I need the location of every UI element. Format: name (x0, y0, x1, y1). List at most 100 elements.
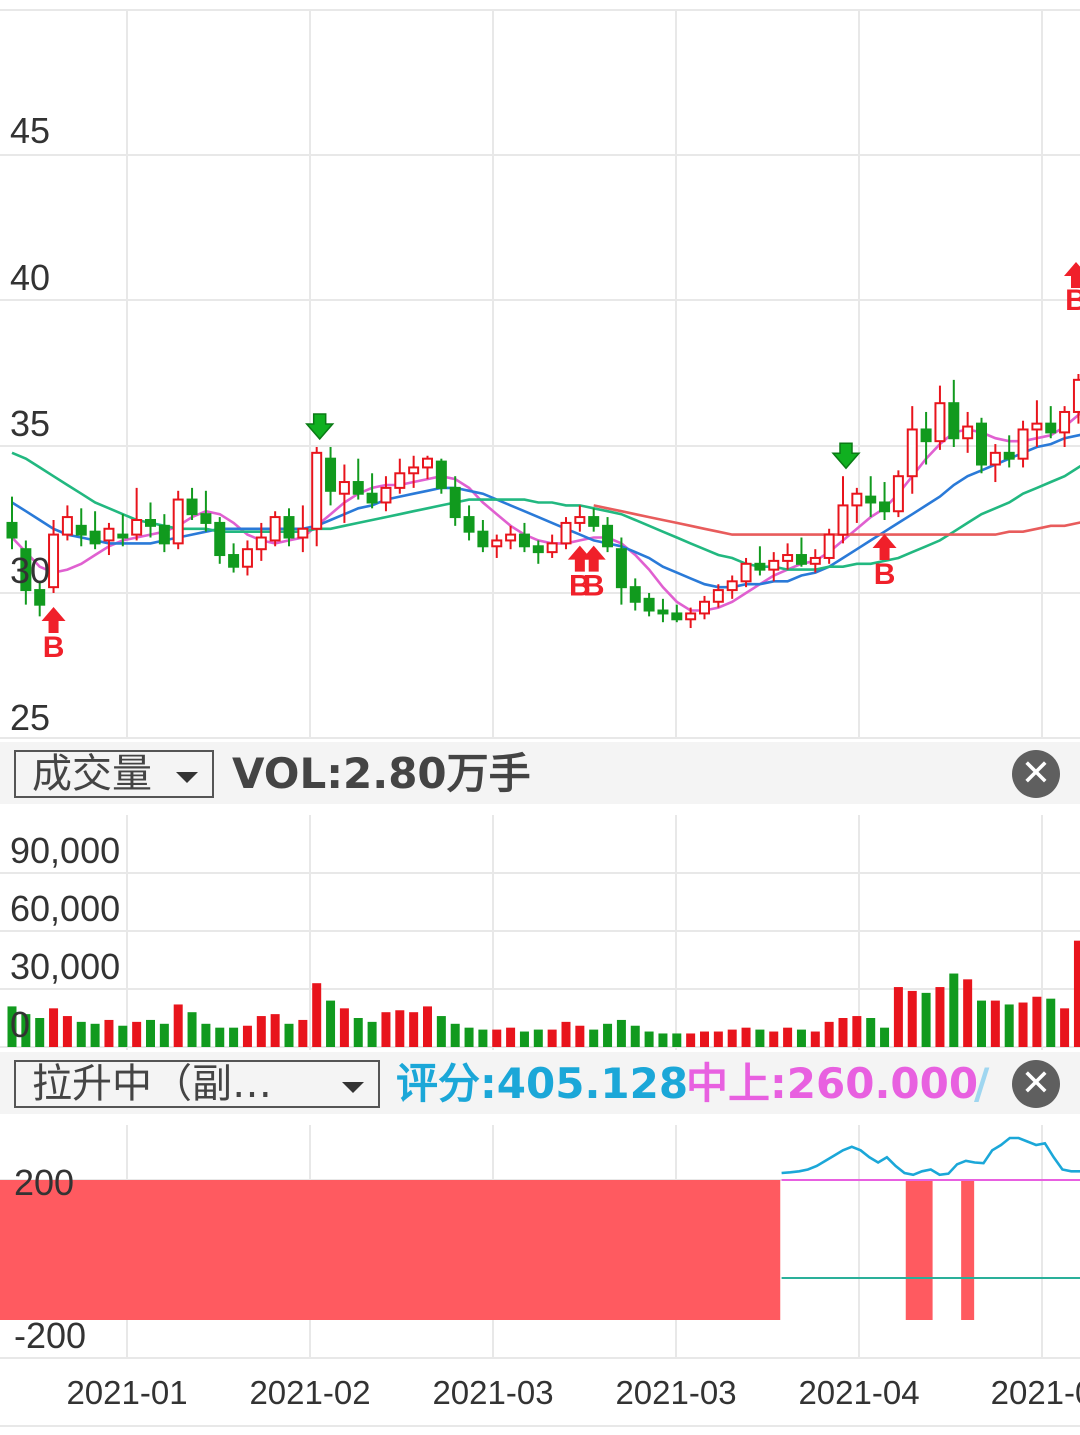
candle-body (255, 536, 267, 551)
candle-body (518, 533, 530, 548)
volume-bar (866, 1018, 876, 1047)
volume-bar (381, 1012, 391, 1047)
volume-bar (21, 1014, 31, 1047)
candle-body (699, 600, 710, 615)
upper-label: 中上:260.000 (686, 1059, 979, 1108)
buy-marker: B (43, 631, 65, 664)
volume-tick-label: 0 (10, 1004, 30, 1045)
candle-body (906, 428, 918, 478)
candle-body (560, 521, 572, 545)
volume-bar (727, 1029, 737, 1047)
candle-body (422, 457, 433, 469)
volume-bar (118, 1025, 128, 1047)
volume-bar (824, 1021, 834, 1047)
price-tick-label: 35 (10, 403, 50, 444)
candle-body (20, 548, 32, 592)
candle-body (712, 589, 724, 603)
candle-body (145, 519, 156, 527)
volume-bar (963, 979, 973, 1047)
volume-bar (1060, 1008, 1070, 1047)
candle-body (491, 539, 503, 548)
candle-body (1003, 451, 1015, 460)
close-icon[interactable]: ✕ (1012, 750, 1060, 798)
x-tick-label: 2021-03 (615, 1374, 736, 1411)
volume-bar (312, 983, 322, 1047)
ma-line-1 (11, 433, 1080, 589)
candle-body (311, 451, 323, 530)
volume-bar (187, 1012, 197, 1047)
down-arrow-icon (831, 442, 861, 470)
candle-body (366, 492, 378, 504)
volume-bar (1018, 1002, 1028, 1047)
volume-bar (353, 1018, 363, 1047)
indicator-bar (961, 1180, 975, 1320)
moving-average-lines (11, 411, 1080, 612)
candle-body (394, 472, 406, 489)
candle-body (726, 580, 738, 592)
candle-body (892, 475, 904, 513)
volume-bar (90, 1023, 100, 1047)
candle-body (1031, 422, 1043, 431)
volume-bars (7, 940, 1080, 1047)
candle-body (989, 451, 1001, 466)
candle-body (505, 533, 517, 542)
volume-bar (575, 1025, 585, 1047)
volume-bar (159, 1023, 169, 1047)
indicator-tick-label: 200 (14, 1162, 74, 1203)
up-arrow-icon (567, 545, 592, 572)
candle-body (1059, 410, 1071, 434)
buy-marker: B (1065, 284, 1080, 317)
axis-labels: 45 40 35 30 25 90,000 60,000 30,000 0 200 -200 2021… (10, 110, 1080, 1411)
volume-bar (990, 1000, 1000, 1047)
volume-bar (547, 1029, 557, 1047)
volume-bar (450, 1023, 460, 1047)
volume-bar (49, 1008, 59, 1047)
volume-bar (935, 987, 945, 1047)
volume-bar (62, 1016, 72, 1047)
candle-body (241, 548, 253, 568)
candlesticks (6, 374, 1080, 629)
candle-body (435, 460, 447, 489)
volume-bar (741, 1027, 751, 1047)
indicator-select[interactable]: 拉升中（副… (14, 1060, 380, 1108)
indicator-select-label: 拉升中（副… (32, 1061, 272, 1107)
candle-body (962, 425, 974, 440)
volume-bar (949, 973, 959, 1047)
indicator-chart (0, 1136, 1080, 1320)
x-tick-label: 2021-01 (66, 1374, 187, 1411)
candle-body (61, 516, 73, 536)
volume-indicator-select[interactable]: 成交量 (14, 750, 214, 798)
volume-bar (519, 1031, 529, 1047)
volume-bar (796, 1029, 806, 1047)
candle-body (671, 612, 683, 621)
volume-bar (1046, 998, 1056, 1047)
volume-bar (783, 1027, 793, 1047)
candle-body (740, 562, 752, 583)
signal-markers: BBB BB (41, 262, 1080, 664)
candle-body (297, 527, 309, 539)
up-arrow-icon (872, 534, 897, 560)
candle-body (352, 481, 364, 495)
trail-label: / (974, 1059, 990, 1108)
volume-bar (270, 1014, 280, 1047)
volume-bar (395, 1010, 405, 1047)
candle-body (865, 495, 877, 504)
candle-body (643, 597, 655, 612)
caret-down-icon (176, 772, 198, 783)
candle-body (574, 516, 586, 524)
volume-bar (713, 1031, 723, 1047)
candle-body (89, 530, 101, 545)
volume-bar (907, 990, 917, 1047)
price-tick-label: 45 (10, 110, 50, 151)
volume-bar (423, 1006, 432, 1047)
volume-bar (977, 1000, 986, 1047)
indicator-tick-label: -200 (14, 1315, 86, 1356)
candle-body (463, 516, 475, 533)
close-icon[interactable]: ✕ (1012, 1060, 1060, 1108)
volume-bar (284, 1023, 294, 1047)
volume-bar (1004, 1004, 1014, 1047)
volume-bar (464, 1027, 474, 1047)
volume-bar (326, 1000, 336, 1047)
volume-bar (492, 1029, 502, 1047)
